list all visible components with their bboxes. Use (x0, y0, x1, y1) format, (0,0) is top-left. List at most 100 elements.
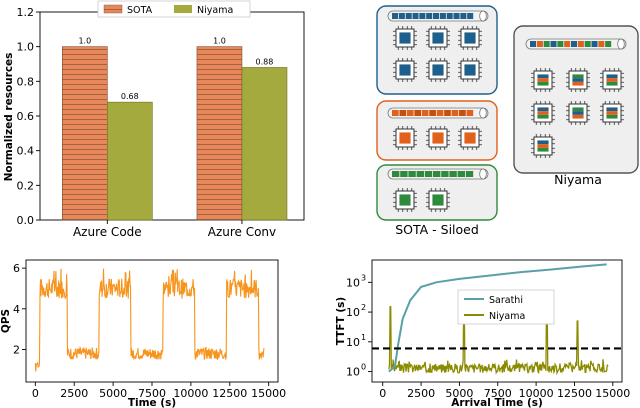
queue-cell (392, 171, 400, 177)
queue-cell (429, 110, 436, 116)
queue-cell (451, 110, 459, 116)
gpu-chip-icon (426, 58, 450, 82)
queue-cell (444, 110, 451, 116)
qps-y-tick-label: 4 (13, 303, 20, 316)
queue-cell (598, 41, 605, 47)
gpu-chip-icon (566, 68, 590, 92)
chip-core (432, 194, 444, 206)
ttft-x-tick-label: 5000 (445, 387, 473, 400)
queue-cell (460, 13, 467, 19)
ttft-legend-frame (457, 289, 555, 325)
queue-cell (550, 41, 557, 47)
qps-x-tick-label: 2500 (60, 387, 88, 400)
ttft-x-tick-label: 15000 (595, 387, 630, 400)
ttft-y-tick-base: 10 (346, 276, 360, 289)
ttft-y-tick-exponent: 0 (361, 363, 366, 372)
qps-plot-area (25, 259, 279, 383)
queue-cell (441, 171, 449, 177)
queue-cell (466, 110, 474, 116)
queue-cell (412, 13, 419, 19)
qps-y-ticks: 2 4 6 (13, 262, 26, 356)
legend-swatch-niyama (174, 5, 192, 13)
ttft-x-tick-label: 0 (379, 387, 386, 400)
request-queue-icon (387, 168, 489, 180)
queue-cell (571, 41, 578, 47)
bar-legend: SOTA Niyama (97, 0, 251, 18)
queue-cell (577, 41, 584, 47)
queue-cell (433, 171, 441, 177)
chip-core-segment (606, 111, 618, 115)
chip-core-segment (572, 81, 584, 86)
queue-cell (457, 171, 465, 177)
queue-cell (392, 13, 399, 19)
gpu-chip-icon (393, 188, 417, 212)
qps-x-tick-label: 0 (32, 387, 39, 400)
ttft-x-tick-label: 10000 (519, 387, 554, 400)
gpu-chip-icon (393, 26, 417, 50)
chip-core-segment (606, 107, 618, 112)
qps-x-tick-label: 15000 (251, 387, 286, 400)
bar-x-ticks: Azure Code Azure Conv (73, 220, 276, 239)
ttft-x-tick-label: 2500 (407, 387, 435, 400)
chip-core-segment (572, 74, 584, 79)
bar-y-tick-label: 0.4 (17, 145, 35, 158)
chip-core-segment (537, 114, 549, 119)
ttft-y-axis-label: TTFT (s) (335, 297, 347, 345)
queue-cell (416, 171, 424, 177)
qps-y-axis-label: QPS (0, 309, 12, 333)
queue-cell (421, 110, 429, 116)
queue-end (479, 107, 487, 119)
queue-cell (467, 13, 474, 19)
queue-cell (446, 13, 453, 19)
ttft-legend: Sarathi Niyama (457, 289, 555, 325)
chip-core-segment (572, 114, 584, 119)
chip-core-segment (606, 114, 618, 119)
queue-cell (433, 13, 440, 19)
queue-cell (424, 171, 433, 177)
queue-cell (465, 171, 474, 177)
ttft-y-tick-base: 10 (346, 306, 360, 319)
queue-cell (398, 13, 405, 19)
chip-core (399, 32, 411, 44)
chip-core (464, 132, 476, 144)
ttft-x-axis-label: Arrival Time (s) (451, 397, 543, 408)
qps-x-axis-label: Time (s) (128, 397, 176, 408)
bar-y-tick-label: 1.0 (17, 41, 35, 54)
queue-cell (399, 110, 407, 116)
request-queue-icon (387, 10, 489, 22)
gpu-chip-icon (426, 126, 450, 150)
chip-core-segment (606, 81, 618, 86)
queue-end (479, 168, 487, 180)
chip-core-segment (606, 78, 618, 82)
gpu-chip-icon (531, 101, 555, 125)
queue-cell (439, 13, 446, 19)
chip-core-segment (572, 78, 584, 82)
ttft-x-ticks: 0 2500 5000 7500 10000 12500 15000 (379, 382, 630, 400)
bar-y-tick-label: 0.6 (17, 110, 35, 123)
bar-niyama-0 (107, 101, 153, 221)
legend-label-niyama-ttft: Niyama (489, 311, 525, 322)
ttft-x-tick-label: 7500 (484, 387, 512, 400)
bar-y-tick-label: 0.0 (17, 214, 35, 227)
chip-core-segment (537, 78, 549, 82)
ttft-x-tick-label: 12500 (557, 387, 592, 400)
niyama-caption: Niyama (554, 172, 602, 187)
legend-label-sota: SOTA (127, 5, 153, 16)
queue-cell (530, 41, 537, 47)
chip-core-segment (537, 81, 549, 86)
qps-y-tick-label: 2 (13, 343, 20, 356)
queue-cell (408, 171, 416, 177)
chip-core-segment (572, 107, 584, 112)
qps-series-line (34, 268, 265, 372)
queue-cell (453, 13, 460, 19)
queue-cell (414, 110, 422, 116)
qps-x-tick-label: 12500 (212, 387, 247, 400)
ttft-y-tick-exponent: 3 (361, 273, 366, 282)
queue-end (479, 10, 487, 22)
queue-cell (584, 41, 591, 47)
bar-y-axis-label: Normalized resources (3, 53, 15, 182)
queue-cell (426, 13, 433, 19)
legend-swatch-sota (103, 4, 123, 14)
qps-x-tick-label: 5000 (99, 387, 127, 400)
